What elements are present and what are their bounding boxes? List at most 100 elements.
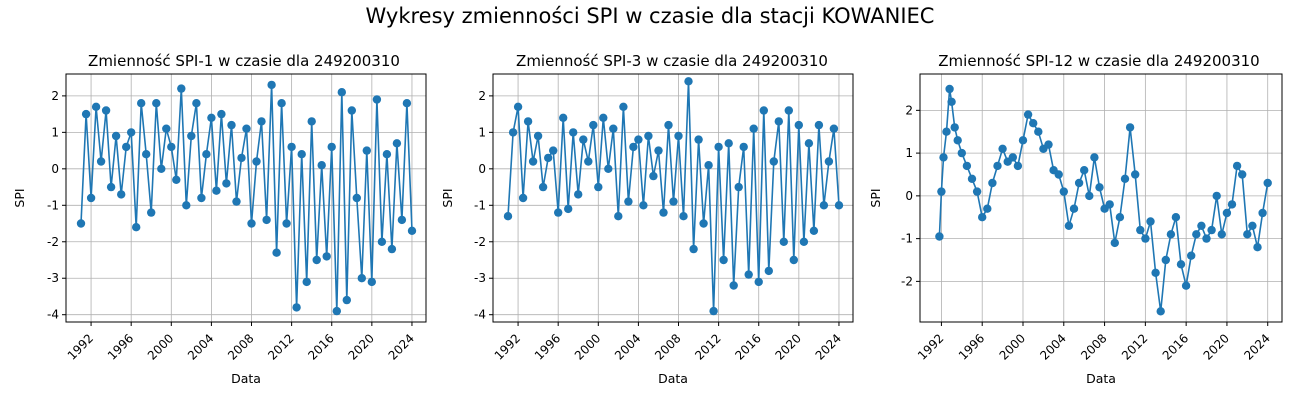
data-point xyxy=(599,113,608,123)
plot-title: Zmienność SPI-3 w czasie dla 249200310 xyxy=(516,52,828,70)
data-point xyxy=(132,223,141,232)
data-point xyxy=(1110,238,1120,248)
y-tick-label: -4 xyxy=(474,308,486,322)
data-point xyxy=(247,219,256,228)
data-point xyxy=(307,117,316,126)
data-point xyxy=(967,174,977,183)
x-tick-label: 2016 xyxy=(732,331,763,362)
x-tick-label: 1992 xyxy=(492,331,523,362)
data-point xyxy=(549,146,558,155)
data-point xyxy=(342,295,351,305)
data-point xyxy=(1029,119,1038,128)
data-point xyxy=(272,248,281,257)
data-point xyxy=(829,124,839,133)
y-tick-label: -1 xyxy=(47,198,59,212)
data-point xyxy=(1059,187,1069,196)
y-tick-label: -2 xyxy=(47,235,59,249)
data-point xyxy=(1125,123,1135,132)
data-point xyxy=(523,117,533,126)
data-point xyxy=(794,120,803,130)
x-tick-label: 1996 xyxy=(105,331,136,362)
x-tick-label: 1996 xyxy=(532,331,563,362)
data-point xyxy=(162,124,171,133)
data-point xyxy=(1131,170,1140,179)
data-point xyxy=(1176,260,1186,269)
data-point xyxy=(1258,208,1267,218)
data-point xyxy=(819,201,829,210)
x-tick-label: 2020 xyxy=(345,331,376,362)
data-point xyxy=(237,153,246,163)
y-tick-label: -3 xyxy=(47,271,59,285)
x-tick-label: 1996 xyxy=(956,331,987,362)
data-point xyxy=(684,77,693,86)
data-point xyxy=(101,106,111,115)
y-tick-label: -2 xyxy=(901,274,913,288)
data-point xyxy=(1105,200,1114,209)
data-point xyxy=(939,153,948,162)
data-point xyxy=(629,142,638,152)
data-point xyxy=(942,127,951,136)
data-point xyxy=(674,131,683,141)
x-tick-label: 2004 xyxy=(612,331,643,362)
data-point xyxy=(554,208,563,217)
data-point xyxy=(734,182,743,192)
data-point xyxy=(382,150,392,159)
data-point xyxy=(212,186,221,195)
data-point xyxy=(207,113,216,123)
y-tick-label: -3 xyxy=(474,271,486,285)
data-point xyxy=(187,131,196,141)
data-point xyxy=(724,139,733,148)
data-point xyxy=(347,106,356,115)
data-point xyxy=(257,117,266,126)
data-point xyxy=(327,142,336,152)
data-point xyxy=(202,150,211,159)
data-point xyxy=(569,128,578,137)
x-tick-label: 2004 xyxy=(1037,331,1068,362)
data-point xyxy=(993,161,1002,171)
data-point xyxy=(754,277,763,287)
data-point xyxy=(1008,153,1017,162)
data-point xyxy=(352,193,361,203)
data-point xyxy=(503,212,513,221)
data-point xyxy=(1187,251,1196,260)
data-point xyxy=(106,182,116,192)
data-point xyxy=(262,215,271,225)
data-point xyxy=(937,187,946,196)
data-point xyxy=(397,215,407,225)
data-point xyxy=(749,124,758,133)
data-point xyxy=(377,237,387,246)
data-point xyxy=(402,99,412,108)
data-point xyxy=(86,193,96,203)
data-point xyxy=(317,161,326,170)
data-point xyxy=(679,212,688,221)
data-point xyxy=(337,88,346,97)
data-point xyxy=(232,197,241,206)
x-tick-label: 2012 xyxy=(265,331,296,362)
data-point xyxy=(564,204,573,214)
data-point xyxy=(1080,166,1089,175)
y-tick-label: 2 xyxy=(51,89,59,103)
y-tick-label: 1 xyxy=(905,146,913,160)
data-point xyxy=(579,135,588,144)
data-point xyxy=(789,255,798,265)
y-tick-label: -1 xyxy=(474,198,486,212)
data-point xyxy=(624,197,633,206)
series xyxy=(503,77,844,316)
x-tick-label: 2020 xyxy=(1201,331,1232,362)
data-point xyxy=(407,226,417,235)
data-point xyxy=(147,208,156,217)
x-tick-label: 2008 xyxy=(1078,331,1109,362)
x-tick-label: 2004 xyxy=(185,331,216,362)
data-point xyxy=(372,95,382,104)
data-point xyxy=(292,303,301,312)
x-tick-label: 2024 xyxy=(386,331,417,362)
data-point xyxy=(664,120,673,130)
data-point xyxy=(957,148,966,158)
x-tick-label: 2016 xyxy=(1160,331,1191,362)
data-point xyxy=(1263,178,1272,188)
data-point xyxy=(538,182,548,192)
data-point xyxy=(1232,161,1242,171)
data-point xyxy=(242,124,251,133)
data-point xyxy=(1243,230,1252,239)
x-tick-label: 1992 xyxy=(915,331,946,362)
